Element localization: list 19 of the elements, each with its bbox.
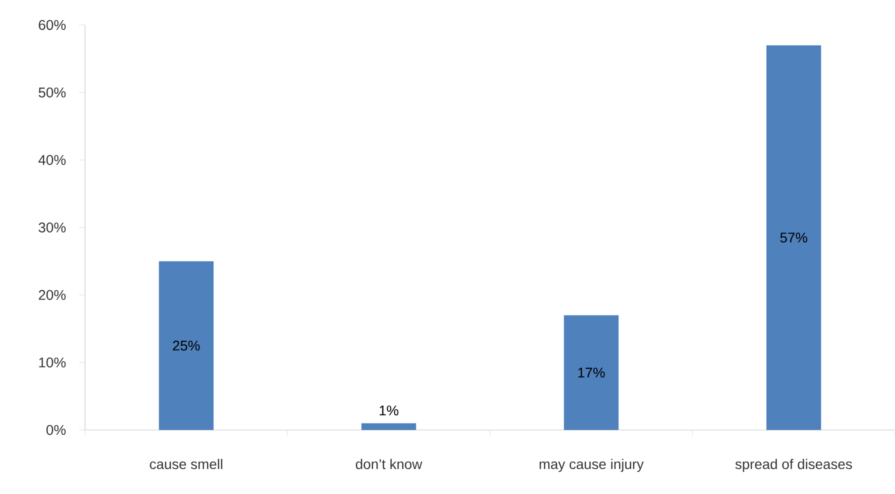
bar — [766, 45, 822, 430]
y-tick-label: 40% — [38, 155, 66, 165]
data-label: 25% — [172, 340, 200, 351]
x-tick-label: may cause injury — [540, 458, 644, 472]
x-tick-label: don’t know — [356, 458, 422, 470]
x-tick-label: cause smell — [150, 458, 222, 470]
y-tick-label: 10% — [39, 358, 66, 368]
data-label: 17% — [578, 368, 605, 378]
y-tick-label: 20% — [38, 290, 66, 300]
y-tick-label: 30% — [38, 222, 66, 232]
data-label: 1% — [380, 406, 398, 416]
y-tick-label: 50% — [38, 88, 66, 98]
bar — [158, 261, 214, 430]
y-tick-label: 60% — [38, 20, 66, 30]
data-label: 57% — [780, 232, 808, 243]
x-tick-label: spread of diseases — [735, 458, 852, 472]
bar — [564, 315, 619, 430]
bar — [361, 423, 416, 430]
y-tick-label: 0% — [46, 425, 66, 435]
